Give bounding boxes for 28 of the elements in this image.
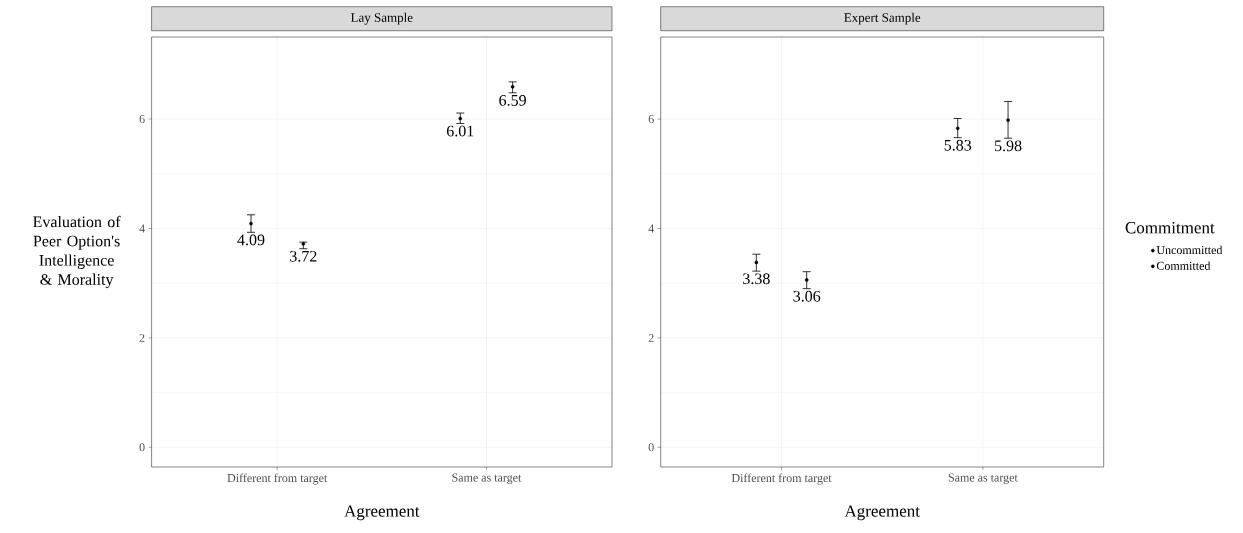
y-tick-label: 6 [648,115,654,124]
legend-label: Uncommitted [1156,245,1223,255]
x-tick-label: Same as target [948,473,1018,485]
chart-title: Expert Sample [844,12,921,25]
data-label: 5.98 [995,140,1022,152]
y-tick-label: 6 [139,115,145,124]
data-label: 3.72 [290,250,317,262]
data-label: 3.06 [793,290,821,302]
x-tick-label: Same as target [452,473,522,485]
y-tick-label: 4 [139,224,145,233]
data-label: 6.01 [446,125,474,137]
y-tick-label: 2 [139,333,145,342]
y-tick-label: 0 [648,443,654,452]
data-label: 6.59 [499,95,526,106]
x-tick-label: Different from target [227,473,328,485]
y-axis-title: Evaluation of Peer Option's Intelligence & Morality [33,215,121,289]
y-tick-label: 0 [139,443,145,452]
x-axis-title: Agreement [344,505,420,521]
chart-title: Lay Sample [350,12,413,25]
legend-title: Commitment [1125,222,1215,234]
data-label: 5.83 [944,139,972,151]
y-tick-label: 2 [648,333,654,342]
data-label: 3.38 [743,273,770,285]
y-tick-label: 4 [648,224,654,233]
legend-label: Committed [1156,261,1211,270]
data-label: 4.09 [237,234,265,246]
x-axis-title: Agreement [844,505,920,521]
x-tick-label: Different from target [731,473,832,485]
